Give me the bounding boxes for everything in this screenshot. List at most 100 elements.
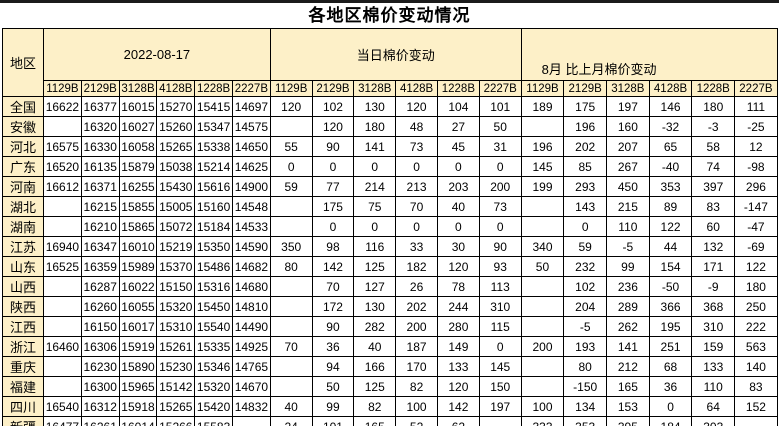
column-header[interactable]: 4128B [395, 80, 438, 97]
monthly-change-cell[interactable] [520, 276, 565, 297]
price-cell[interactable]: 14682 [231, 256, 271, 277]
monthly-change-cell[interactable]: 159 [691, 336, 736, 357]
monthly-change-cell[interactable]: 140 [734, 356, 778, 377]
region-cell[interactable]: 山西 [2, 276, 44, 297]
price-cell[interactable]: 15260 [156, 116, 196, 137]
daily-change-cell[interactable]: 120 [436, 256, 480, 277]
price-cell[interactable]: 16371 [80, 176, 120, 197]
price-cell[interactable]: 15919 [118, 336, 158, 357]
price-cell[interactable]: 14575 [231, 116, 271, 137]
group-header-date[interactable]: 2022-08-17 [43, 28, 271, 81]
monthly-change-cell[interactable]: 146 [648, 96, 693, 117]
daily-change-cell[interactable]: 165 [353, 416, 397, 426]
daily-change-cell[interactable]: 170 [395, 356, 438, 377]
price-cell[interactable]: 14765 [231, 356, 271, 377]
monthly-change-cell[interactable]: 175 [563, 96, 608, 117]
price-cell[interactable] [43, 356, 82, 377]
daily-change-cell[interactable]: 0 [353, 156, 397, 177]
price-cell[interactable]: 16312 [80, 396, 120, 417]
price-cell[interactable]: 14625 [231, 156, 271, 177]
price-cell[interactable] [43, 216, 82, 237]
price-cell[interactable]: 15214 [194, 156, 233, 177]
daily-change-cell[interactable] [269, 216, 313, 237]
daily-change-cell[interactable]: 33 [395, 236, 438, 257]
price-cell[interactable]: 15150 [156, 276, 196, 297]
daily-change-cell[interactable]: 80 [269, 256, 313, 277]
column-header[interactable]: 2129B [311, 80, 355, 97]
region-cell[interactable]: 四川 [2, 396, 44, 417]
monthly-change-cell[interactable] [520, 376, 565, 397]
daily-change-cell[interactable]: 78 [436, 276, 480, 297]
monthly-change-cell[interactable]: 212 [606, 356, 650, 377]
monthly-change-cell[interactable] [734, 416, 778, 426]
column-header[interactable]: 3128B [606, 80, 650, 97]
price-cell[interactable]: 15486 [194, 256, 233, 277]
monthly-change-cell[interactable]: 83 [734, 376, 778, 397]
monthly-change-cell[interactable]: 68 [648, 356, 693, 377]
monthly-change-cell[interactable]: -5 [563, 316, 608, 337]
monthly-change-cell[interactable]: 12 [734, 136, 778, 157]
daily-change-cell[interactable]: 180 [353, 116, 397, 137]
group-header-monthly-change[interactable]: 8月 比上月棉价变动 [520, 28, 778, 81]
price-cell[interactable] [43, 116, 82, 137]
daily-change-cell[interactable]: 133 [436, 356, 480, 377]
monthly-change-cell[interactable]: 100 [520, 396, 565, 417]
column-header[interactable]: 2227B [734, 80, 778, 97]
price-cell[interactable]: 15316 [194, 276, 233, 297]
monthly-change-cell[interactable]: 395 [606, 416, 650, 426]
price-cell[interactable]: 15430 [156, 176, 196, 197]
monthly-change-cell[interactable]: 196 [563, 116, 608, 137]
daily-change-cell[interactable]: 214 [353, 176, 397, 197]
price-cell[interactable]: 15855 [118, 196, 158, 217]
price-cell[interactable]: 16612 [43, 176, 82, 197]
daily-change-cell[interactable]: 282 [353, 316, 397, 337]
monthly-change-cell[interactable]: 333 [520, 416, 565, 426]
daily-change-cell[interactable]: 40 [436, 196, 480, 217]
price-cell[interactable]: 16540 [43, 396, 82, 417]
monthly-change-cell[interactable]: 232 [563, 256, 608, 277]
daily-change-cell[interactable]: 200 [395, 316, 438, 337]
daily-change-cell[interactable]: 55 [269, 136, 313, 157]
monthly-change-cell[interactable]: 222 [734, 316, 778, 337]
monthly-change-cell[interactable]: 110 [691, 376, 736, 397]
daily-change-cell[interactable]: 30 [436, 236, 480, 257]
column-header[interactable]: 2227B [231, 80, 271, 97]
daily-change-cell[interactable]: 149 [436, 336, 480, 357]
monthly-change-cell[interactable]: 251 [648, 336, 693, 357]
column-header[interactable]: 2129B [563, 80, 608, 97]
monthly-change-cell[interactable]: 353 [648, 176, 693, 197]
daily-change-cell[interactable]: 203 [436, 176, 480, 197]
daily-change-cell[interactable]: 200 [478, 176, 522, 197]
price-cell[interactable]: 16320 [80, 116, 120, 137]
monthly-change-cell[interactable]: 99 [606, 256, 650, 277]
monthly-change-cell[interactable]: -40 [648, 156, 693, 177]
daily-change-cell[interactable]: 104 [436, 96, 480, 117]
price-cell[interactable]: 16287 [80, 276, 120, 297]
monthly-change-cell[interactable]: 204 [563, 296, 608, 317]
monthly-change-cell[interactable]: 450 [606, 176, 650, 197]
region-cell[interactable]: 河北 [2, 136, 44, 157]
monthly-change-cell[interactable]: -32 [648, 116, 693, 137]
daily-change-cell[interactable] [478, 416, 522, 426]
region-cell[interactable]: 新疆 [2, 416, 44, 426]
daily-change-cell[interactable]: 70 [269, 336, 313, 357]
monthly-change-cell[interactable]: 200 [520, 336, 565, 357]
daily-change-cell[interactable]: 45 [436, 136, 480, 157]
price-cell[interactable]: 15347 [194, 116, 233, 137]
column-header[interactable]: 4128B [156, 80, 196, 97]
monthly-change-cell[interactable]: 250 [734, 296, 778, 317]
monthly-change-cell[interactable]: 59 [563, 236, 608, 257]
daily-change-cell[interactable]: 90 [311, 316, 355, 337]
monthly-change-cell[interactable]: 207 [606, 136, 650, 157]
daily-change-cell[interactable]: 213 [395, 176, 438, 197]
region-cell[interactable]: 河南 [2, 176, 44, 197]
monthly-change-cell[interactable]: 293 [563, 176, 608, 197]
monthly-change-cell[interactable]: -5 [606, 236, 650, 257]
daily-change-cell[interactable]: 0 [478, 156, 522, 177]
daily-change-cell[interactable]: 70 [311, 276, 355, 297]
price-cell[interactable]: 16359 [80, 256, 120, 277]
price-cell[interactable]: 14697 [231, 96, 271, 117]
region-cell[interactable]: 重庆 [2, 356, 44, 377]
monthly-change-cell[interactable]: 153 [606, 396, 650, 417]
